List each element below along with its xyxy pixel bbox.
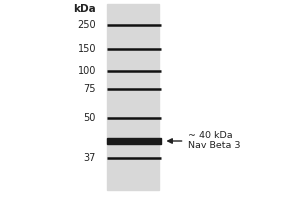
Text: 150: 150 xyxy=(77,44,96,54)
Text: 37: 37 xyxy=(84,153,96,163)
Text: 100: 100 xyxy=(78,66,96,76)
Text: 50: 50 xyxy=(84,113,96,123)
Text: kDa: kDa xyxy=(73,4,96,14)
Text: ~ 40 kDa: ~ 40 kDa xyxy=(188,130,232,140)
Text: 75: 75 xyxy=(83,84,96,94)
Bar xyxy=(106,138,160,144)
Text: Nav Beta 3: Nav Beta 3 xyxy=(188,142,240,150)
Text: 250: 250 xyxy=(77,20,96,30)
Bar xyxy=(106,4,159,190)
